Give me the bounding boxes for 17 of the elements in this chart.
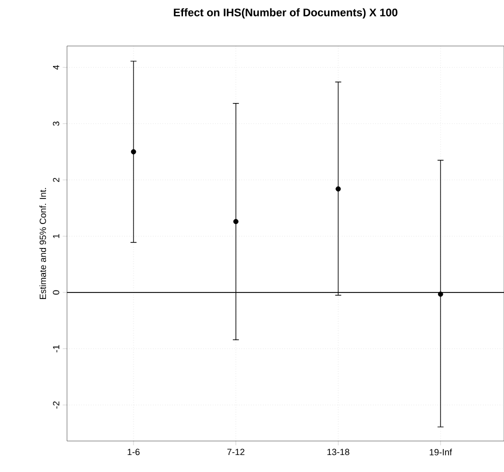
x-tick-label: 7-12 bbox=[227, 448, 244, 456]
y-tick-label: 3 bbox=[52, 122, 60, 126]
y-tick-label: 0 bbox=[52, 290, 60, 295]
y-tick-label: -2 bbox=[52, 401, 60, 409]
y-axis-title: Estimate and 95% Conf. Int. bbox=[39, 188, 46, 299]
point bbox=[336, 186, 341, 192]
x-tick-label: 1-6 bbox=[128, 448, 140, 456]
point bbox=[130, 149, 136, 154]
x-tick-label: 13-18 bbox=[327, 448, 350, 456]
point bbox=[438, 292, 444, 297]
y-tick-label: 1 bbox=[53, 234, 60, 238]
x-tick-label: 19-Inf bbox=[430, 448, 452, 456]
y-tick-label: 4 bbox=[53, 65, 60, 70]
y-tick-label: -1 bbox=[53, 345, 60, 352]
chart-title: Effect on IHS(Number of Documents) X 100 bbox=[174, 8, 398, 18]
point bbox=[233, 218, 238, 224]
y-tick-label: 2 bbox=[52, 178, 60, 182]
